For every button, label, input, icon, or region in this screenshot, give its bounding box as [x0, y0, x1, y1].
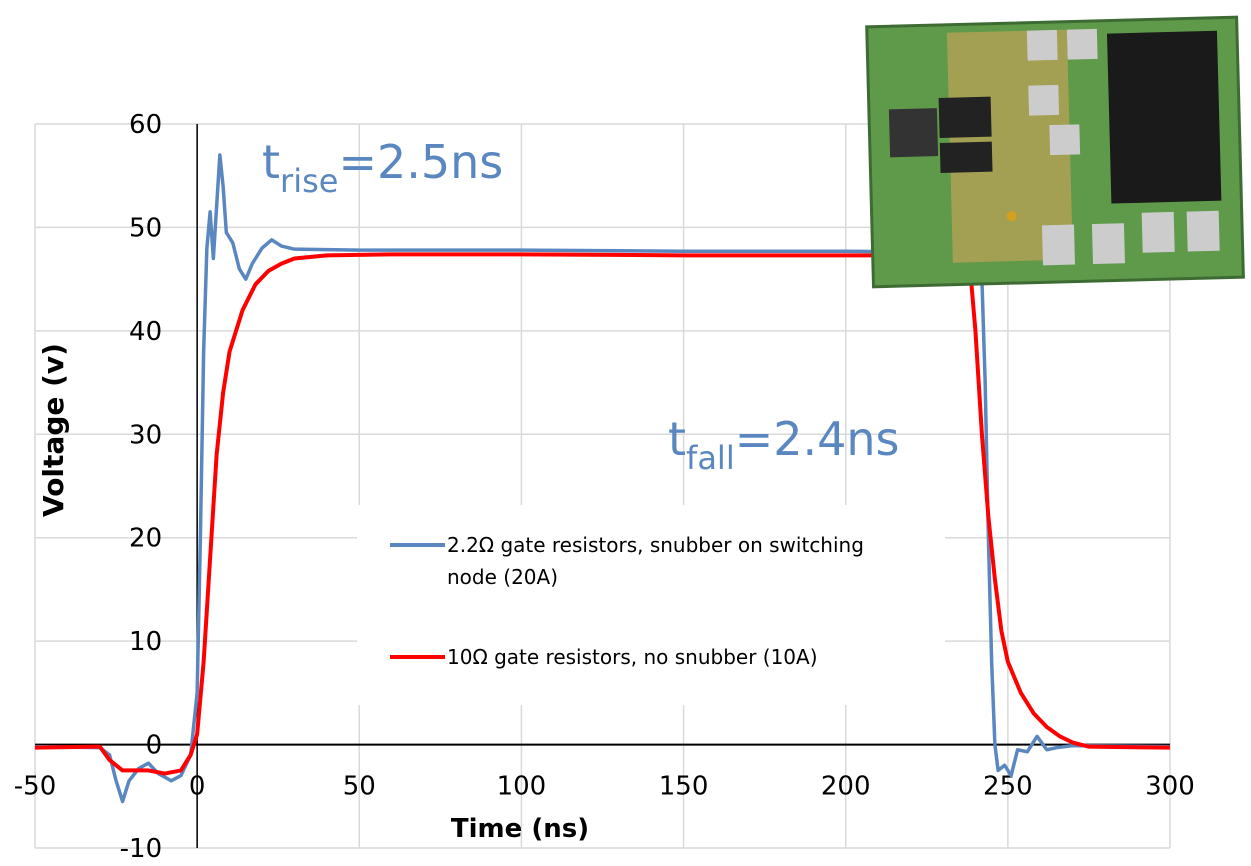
x-axis-label: Time (ns) [451, 814, 589, 844]
y-tick-label: -10 [120, 834, 162, 862]
annotation-part: rise [280, 162, 338, 200]
x-tick-label: 100 [497, 772, 547, 802]
annotation: trise=2.5ns [262, 135, 503, 200]
photo [867, 17, 1244, 287]
x-tick-label: 250 [983, 772, 1033, 802]
chart: -50050100150200250300-100102030405060Tim… [0, 0, 1251, 862]
y-tick-label: 10 [129, 627, 162, 657]
y-tick-label: 20 [129, 524, 162, 554]
annotation-part: fall [686, 439, 735, 477]
legend-label: 10Ω gate resistors, no snubber (10A) [447, 645, 818, 669]
y-axis-label: Voltage (v) [37, 343, 70, 517]
annotation-part: =2.4ns [735, 412, 900, 466]
y-tick-label: 30 [129, 420, 162, 450]
x-tick-label: 300 [1145, 772, 1195, 802]
annotation: tfall=2.4ns [668, 412, 900, 477]
annotation-part: t [262, 135, 280, 189]
x-tick-label: 150 [659, 772, 709, 802]
x-tick-label: 200 [821, 772, 871, 802]
x-tick-label: -50 [14, 772, 56, 802]
annotation-part: =2.5ns [338, 135, 503, 189]
annotation-part: t [668, 412, 686, 466]
y-tick-label: 50 [129, 213, 162, 243]
legend-label-line: 2.2Ω gate resistors, snubber on switchin… [447, 533, 864, 557]
x-tick-label: 50 [343, 772, 376, 802]
legend: 2.2Ω gate resistors, snubber on switchin… [357, 505, 945, 705]
y-tick-label: 40 [129, 317, 162, 347]
legend-label-line: node (20A) [447, 565, 558, 589]
y-tick-label: 60 [129, 110, 162, 140]
